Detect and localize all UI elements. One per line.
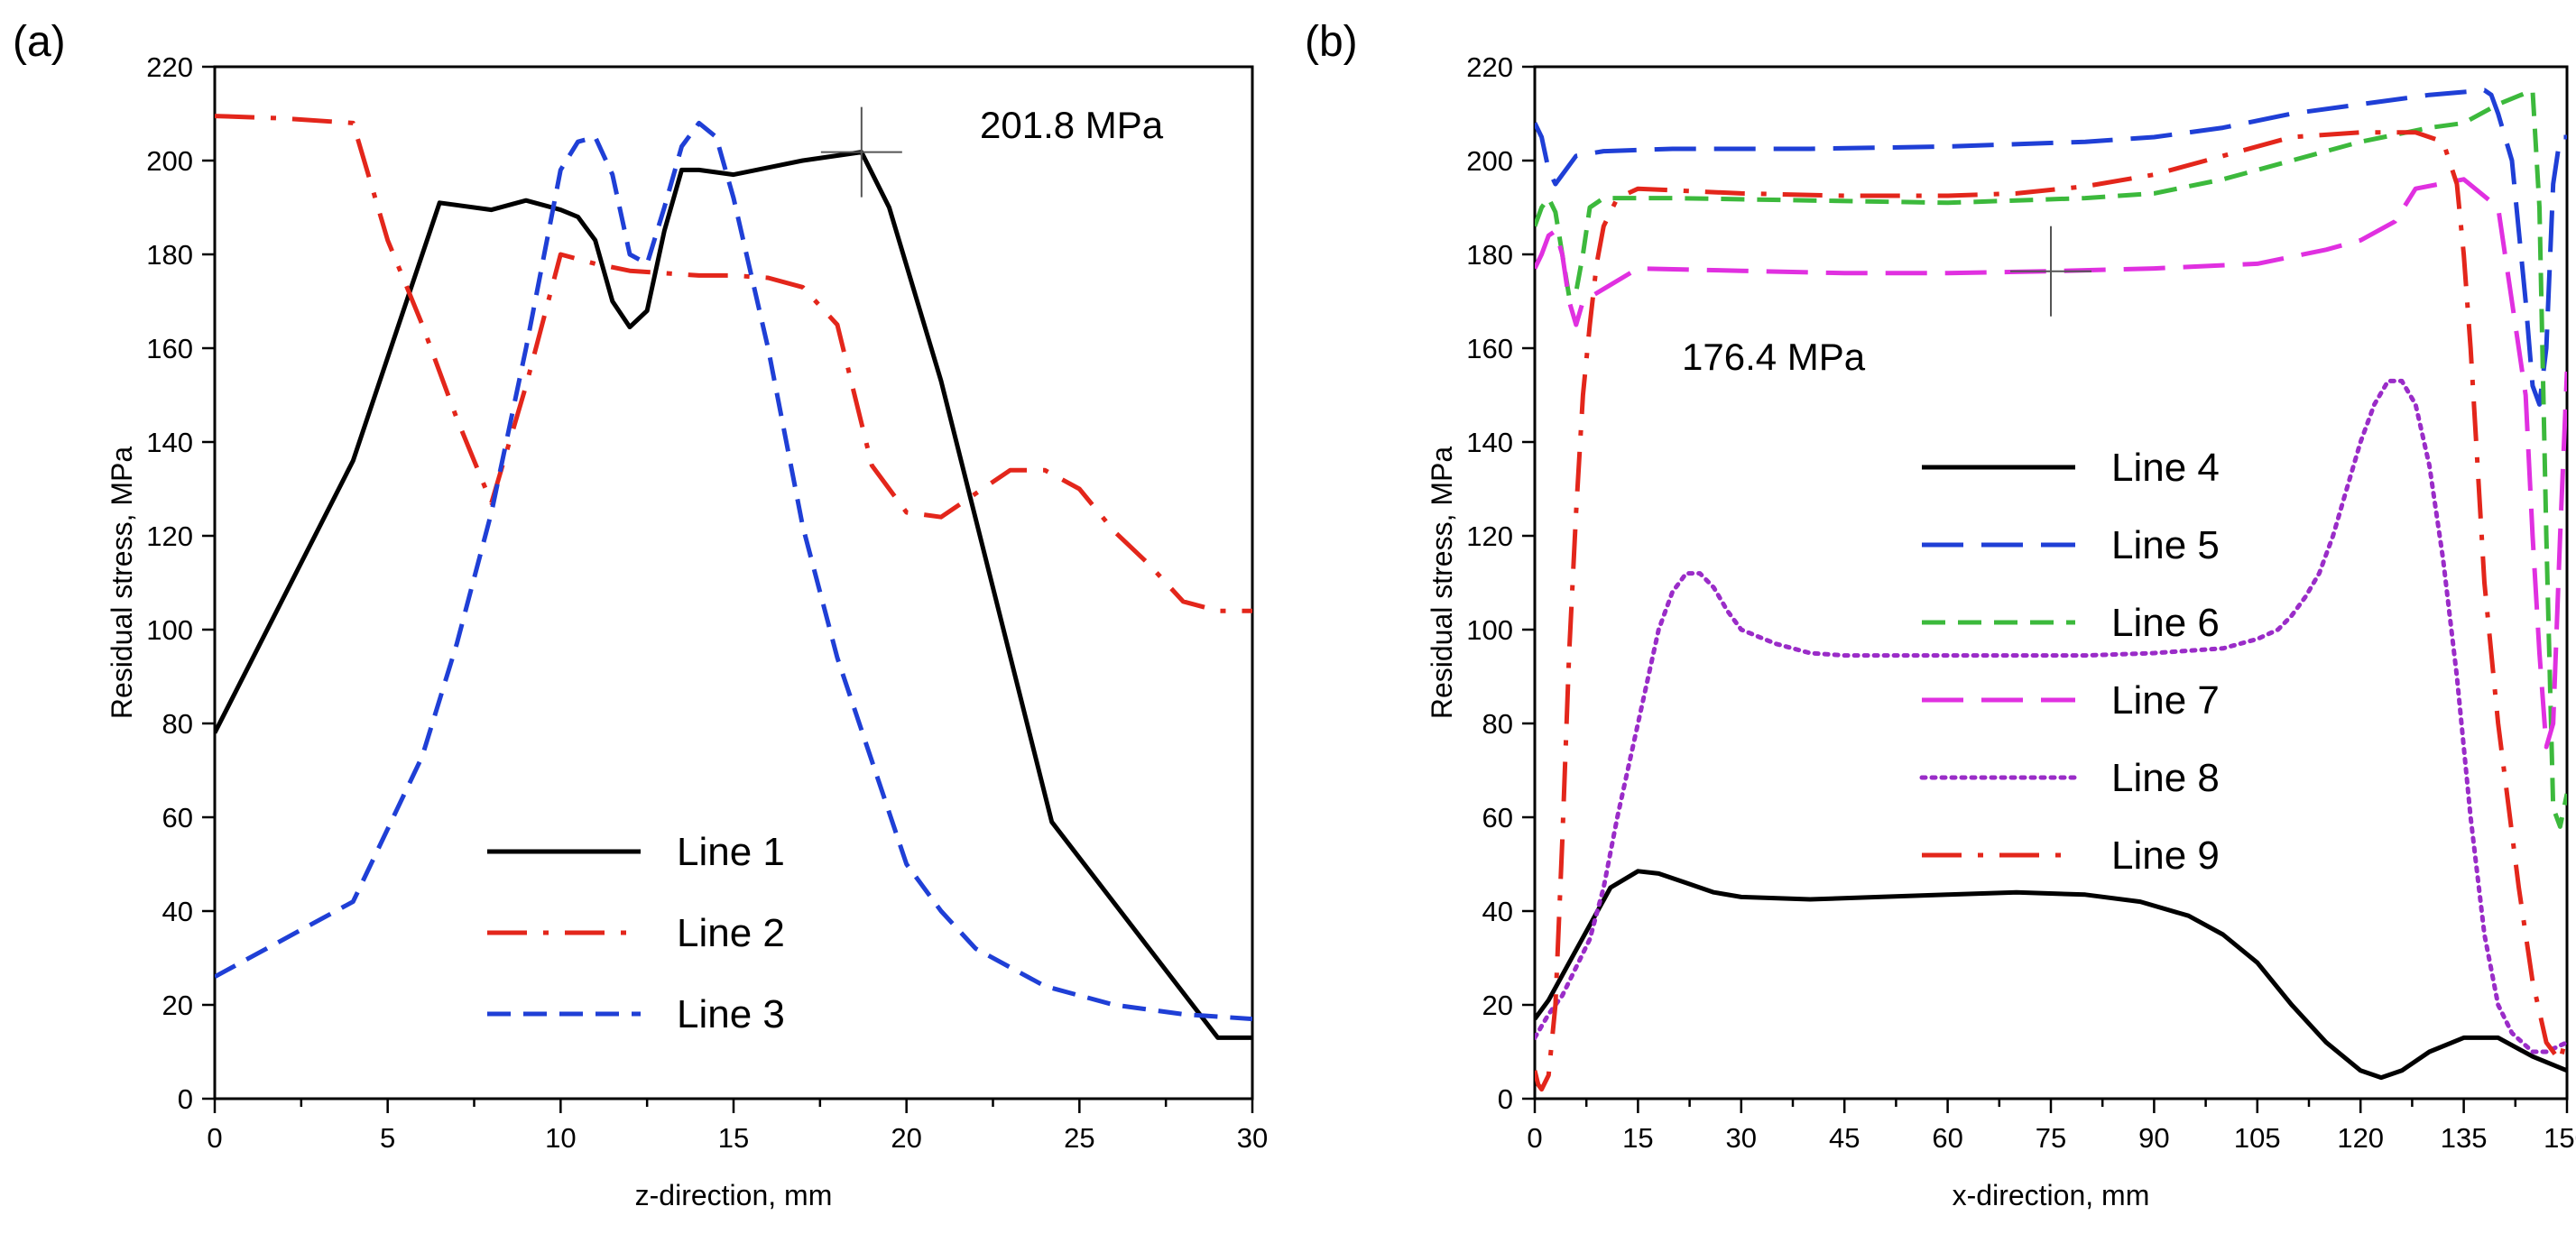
annotation-label: 176.4 MPa bbox=[1682, 336, 1866, 378]
series-line-line-3 bbox=[215, 120, 1252, 1022]
y-tick-label: 20 bbox=[1482, 990, 1513, 1021]
legend-label: Line 1 bbox=[677, 830, 785, 874]
y-tick-label: 220 bbox=[1466, 51, 1513, 83]
x-tick-label: 30 bbox=[1237, 1122, 1268, 1154]
legend-label: Line 9 bbox=[2111, 833, 2220, 878]
x-tick-label: 15 bbox=[1622, 1122, 1653, 1154]
y-tick-label: 220 bbox=[146, 51, 193, 83]
y-tick-label: 40 bbox=[1482, 896, 1513, 927]
y-axis-label: Residual stress, MPa bbox=[106, 447, 138, 720]
x-tick-label: 10 bbox=[545, 1122, 576, 1154]
x-tick-label: 90 bbox=[2138, 1122, 2169, 1154]
chart-panel-b: 0 20 40 60 80 100 120 140 160 180 200 220 0 15 30 45 60 7… bbox=[1305, 18, 2576, 1211]
x-axis-label: x-direction, mm bbox=[1953, 1179, 2150, 1211]
x-tick-label: 0 bbox=[1527, 1122, 1542, 1154]
series-line-line-6 bbox=[1535, 87, 2567, 829]
x-tick-label: 150 bbox=[2544, 1122, 2576, 1154]
y-tick-label: 140 bbox=[1466, 427, 1513, 458]
y-tick-label: 60 bbox=[1482, 802, 1513, 833]
y-tick-label: 80 bbox=[1482, 708, 1513, 740]
x-tick-label: 45 bbox=[1829, 1122, 1860, 1154]
x-tick-label: 105 bbox=[2234, 1122, 2281, 1154]
x-tick-label: 135 bbox=[2441, 1122, 2488, 1154]
x-tick-label: 60 bbox=[1932, 1122, 1962, 1154]
x-tick-label: 0 bbox=[207, 1122, 222, 1154]
y-tick-label: 100 bbox=[146, 614, 193, 646]
y-tick-label: 20 bbox=[162, 990, 193, 1021]
y-tick-label: 0 bbox=[1498, 1083, 1513, 1115]
x-tick-label: 5 bbox=[380, 1122, 395, 1154]
panel-label: (b) bbox=[1305, 18, 1358, 66]
y-tick-label: 160 bbox=[146, 333, 193, 364]
series-line-line-5 bbox=[1535, 87, 2567, 407]
y-tick-label: 120 bbox=[1466, 520, 1513, 552]
legend-label: Line 4 bbox=[2111, 446, 2220, 490]
y-tick-label: 40 bbox=[162, 896, 193, 927]
chart-panel-a: 0 20 40 60 80 100 120 140 160 180 200 220 0 5 10 15 20 25… bbox=[13, 18, 1268, 1211]
series-line-line-4 bbox=[1535, 869, 2567, 1081]
series-line-line-8 bbox=[1535, 378, 2567, 1054]
legend-label: Line 7 bbox=[2111, 678, 2220, 723]
series-line-line-2 bbox=[215, 114, 1252, 613]
y-tick-label: 140 bbox=[146, 427, 193, 458]
y-tick-label: 180 bbox=[1466, 239, 1513, 271]
x-tick-label: 25 bbox=[1064, 1122, 1094, 1154]
y-tick-label: 120 bbox=[146, 520, 193, 552]
plot-frame bbox=[1533, 65, 2569, 1100]
y-tick-label: 200 bbox=[146, 145, 193, 177]
x-axis-label: z-direction, mm bbox=[635, 1179, 833, 1211]
y-tick-label: 200 bbox=[1466, 145, 1513, 177]
x-tick-label: 20 bbox=[891, 1122, 921, 1154]
y-tick-label: 60 bbox=[162, 802, 193, 833]
legend-label: Line 8 bbox=[2111, 756, 2220, 800]
y-tick-label: 0 bbox=[178, 1083, 193, 1115]
annotation-label: 201.8 MPa bbox=[980, 104, 1164, 146]
legend-label: Line 3 bbox=[677, 992, 785, 1036]
x-tick-label: 15 bbox=[718, 1122, 749, 1154]
y-axis-label: Residual stress, MPa bbox=[1426, 447, 1458, 720]
x-tick-label: 75 bbox=[2036, 1122, 2066, 1154]
y-tick-label: 80 bbox=[162, 708, 193, 740]
legend-label: Line 2 bbox=[677, 911, 785, 955]
series-line-line-7 bbox=[1535, 177, 2567, 750]
panel-label: (a) bbox=[13, 18, 66, 66]
legend-label: Line 5 bbox=[2111, 523, 2220, 567]
y-tick-label: 160 bbox=[1466, 333, 1513, 364]
series-line-line-9 bbox=[1535, 130, 2567, 1092]
series-line-line-1 bbox=[215, 150, 1252, 1040]
y-tick-label: 100 bbox=[1466, 614, 1513, 646]
legend-label: Line 6 bbox=[2111, 601, 2220, 645]
y-tick-label: 180 bbox=[146, 239, 193, 271]
x-tick-label: 120 bbox=[2337, 1122, 2384, 1154]
x-tick-label: 30 bbox=[1726, 1122, 1757, 1154]
